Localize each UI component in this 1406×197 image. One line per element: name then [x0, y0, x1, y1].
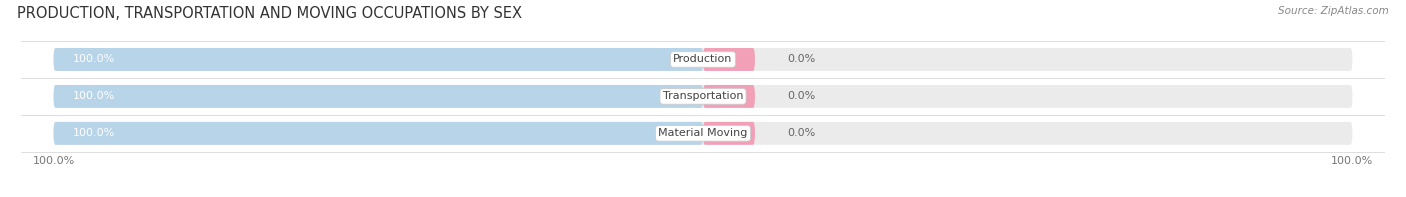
Text: Production: Production: [673, 54, 733, 64]
FancyBboxPatch shape: [703, 85, 755, 108]
Text: 100.0%: 100.0%: [73, 91, 115, 101]
FancyBboxPatch shape: [53, 48, 703, 71]
FancyBboxPatch shape: [703, 48, 755, 71]
FancyBboxPatch shape: [703, 122, 755, 145]
FancyBboxPatch shape: [53, 85, 1353, 108]
FancyBboxPatch shape: [53, 122, 703, 145]
Text: Transportation: Transportation: [662, 91, 744, 101]
Text: 0.0%: 0.0%: [787, 128, 815, 138]
FancyBboxPatch shape: [53, 122, 1353, 145]
Text: 100.0%: 100.0%: [73, 128, 115, 138]
FancyBboxPatch shape: [53, 48, 1353, 71]
Text: Source: ZipAtlas.com: Source: ZipAtlas.com: [1278, 6, 1389, 16]
Text: Material Moving: Material Moving: [658, 128, 748, 138]
FancyBboxPatch shape: [53, 85, 703, 108]
Text: 0.0%: 0.0%: [787, 54, 815, 64]
Text: 100.0%: 100.0%: [73, 54, 115, 64]
Text: PRODUCTION, TRANSPORTATION AND MOVING OCCUPATIONS BY SEX: PRODUCTION, TRANSPORTATION AND MOVING OC…: [17, 6, 522, 21]
Text: 0.0%: 0.0%: [787, 91, 815, 101]
